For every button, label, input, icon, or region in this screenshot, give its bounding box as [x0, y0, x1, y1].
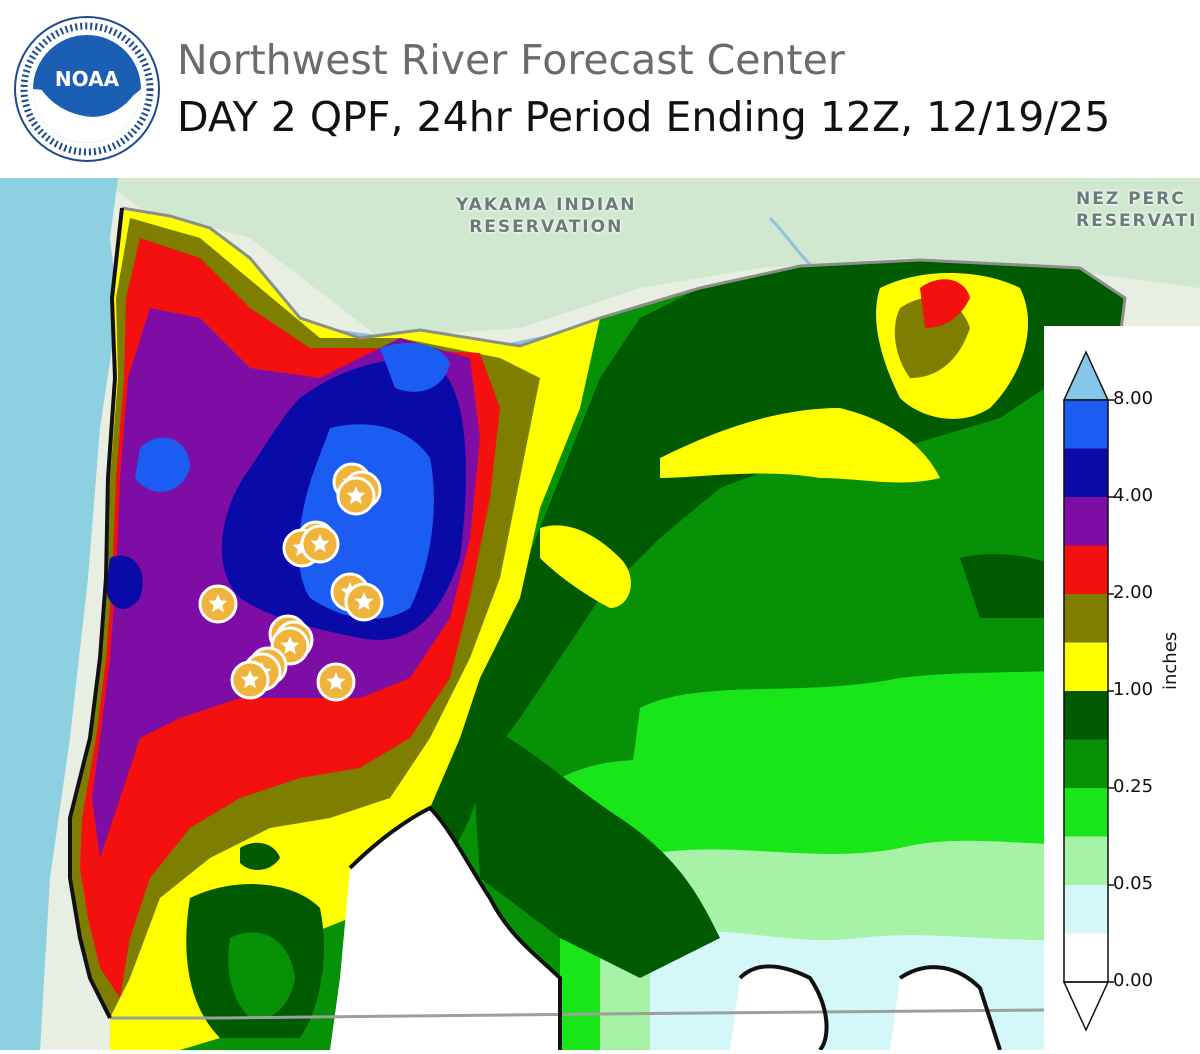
legend-tick-label: 0.25: [1113, 776, 1154, 797]
star-marker-icon[interactable]: [300, 524, 340, 564]
precip-4.00-zone: [298, 424, 434, 619]
legend-extend-min: [1062, 981, 1110, 1032]
legend-bin: [1064, 642, 1108, 691]
precip-0.75-zone: [380, 260, 1125, 918]
marker-group: [198, 462, 384, 702]
precip-0.00-zone-b: [730, 966, 827, 1050]
basin-outline-b: [738, 964, 829, 1050]
header: NOAA Northwest River Forecast Center DAY…: [0, 0, 1200, 178]
precipitation-map[interactable]: YAKAMA INDIAN RESERVATION NEZ PERC RESER…: [0, 178, 1200, 1050]
precip-0.75-zone-b: [470, 718, 720, 978]
legend-bin: [1064, 836, 1108, 885]
legend-tick-label: 4.00: [1113, 485, 1154, 506]
legend-colorbar: [1044, 326, 1200, 1050]
legend-bin: [1064, 594, 1108, 643]
legend-bin: [1064, 400, 1108, 449]
place-label-line: YAKAMA INDIAN: [456, 195, 637, 215]
place-label-nez-perce: NEZ PERC RESERVATI: [1076, 188, 1197, 232]
state-border-south: [110, 1008, 1045, 1020]
legend-tick-label: 2.00: [1113, 582, 1154, 603]
legend-tick-label: 0.05: [1113, 873, 1154, 894]
place-label-line: NEZ PERC: [1076, 189, 1186, 209]
legend-bin: [1064, 788, 1108, 837]
star-marker-icon[interactable]: [316, 662, 356, 702]
legend-bin: [1064, 739, 1108, 788]
map-canvas: [0, 178, 1200, 1050]
star-marker-icon[interactable]: [336, 476, 376, 516]
place-label-line: RESERVATI: [1076, 211, 1198, 231]
precip-0.00-zone-c: [890, 967, 1000, 1050]
legend-bin: [1064, 933, 1108, 982]
legend-extend-max: [1062, 350, 1110, 401]
page-title: Northwest River Forecast Center: [177, 36, 845, 84]
star-marker-icon[interactable]: [230, 660, 270, 700]
precip-4.00-zone-c: [135, 437, 190, 492]
precip-3.00-zone-b: [106, 555, 143, 609]
pacific-ocean: [0, 178, 118, 1050]
precip-1.00-strip-b: [540, 525, 631, 608]
star-marker-icon[interactable]: [198, 584, 238, 624]
basin-outline-c: [898, 965, 1002, 1050]
state-border-north: [121, 206, 1200, 348]
coastline: [68, 207, 124, 1019]
legend-tick-label: 1.00: [1113, 679, 1154, 700]
page-subtitle: DAY 2 QPF, 24hr Period Ending 12Z, 12/19…: [177, 93, 1111, 141]
legend-tick-label: 8.00: [1113, 388, 1154, 409]
precip-4.00-zone-b: [380, 343, 450, 392]
precip-1.00-strip: [660, 408, 940, 483]
precip-0.00-zone: [330, 808, 560, 1050]
legend-tick-label: 0.00: [1113, 970, 1154, 991]
noaa-logo-icon: NOAA: [14, 16, 160, 162]
basemap-washington: [100, 178, 1200, 338]
legend-bin: [1064, 885, 1108, 934]
place-label-yakama: YAKAMA INDIAN RESERVATION: [456, 194, 637, 238]
legend-unit-label: inches: [1160, 631, 1181, 690]
legend-bin: [1064, 691, 1108, 740]
legend-bins: [1062, 350, 1114, 1032]
legend-svg: [1062, 350, 1114, 1032]
precip-0.50-southwest: [228, 932, 295, 1019]
place-label-line: RESERVATION: [469, 217, 624, 237]
precip-0.75-spot: [240, 842, 280, 870]
svg-text:NOAA: NOAA: [55, 67, 120, 91]
legend-bin: [1064, 448, 1108, 497]
legend-bin: [1064, 497, 1108, 546]
basin-outline: [348, 805, 562, 1050]
star-marker-icon[interactable]: [344, 582, 384, 622]
legend-bin: [1064, 545, 1108, 594]
precip-2.00-northeast: [920, 279, 970, 328]
